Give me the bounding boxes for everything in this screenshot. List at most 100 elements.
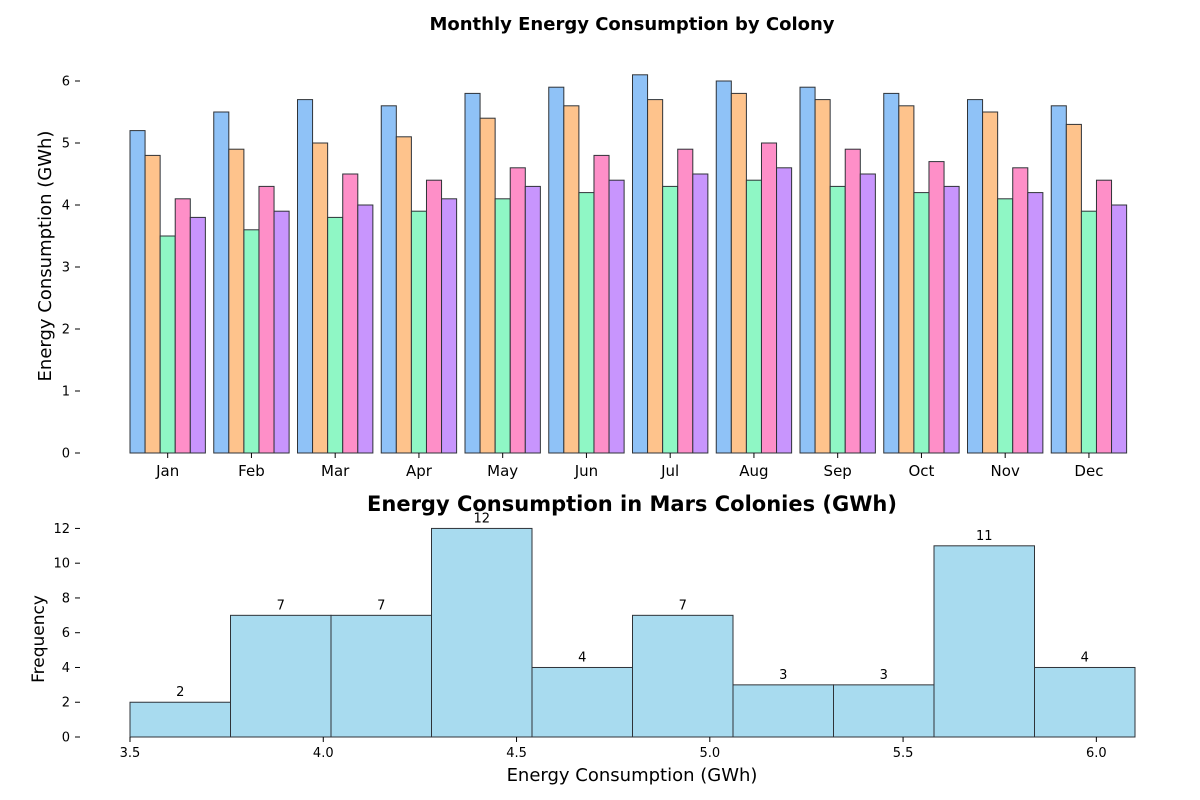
chart1-bar-aug-s3 bbox=[745, 179, 762, 454]
chart1-bar-jul-s2 bbox=[647, 99, 664, 454]
chart1-bar-dec-s5 bbox=[1111, 204, 1128, 454]
chart1-x-tick-label-jun: Jun bbox=[574, 462, 598, 480]
chart1-bar-feb-s3 bbox=[243, 229, 260, 454]
chart2-bars: 2 7 7 12 4 7 3 3 11 4 bbox=[129, 511, 1136, 738]
chart1-bar-sep-s3 bbox=[829, 185, 846, 454]
chart2-y-axis-label: Frequency bbox=[29, 595, 49, 683]
chart1-bar-jul-s1 bbox=[632, 74, 649, 454]
chart1-bar-may-s4 bbox=[509, 167, 526, 454]
chart2-bin-label-6: 7 bbox=[679, 598, 687, 613]
monthly-consumption-chart: Monthly Energy Consumption by Colony Ene… bbox=[35, 14, 1128, 480]
chart1-bar-dec-s1 bbox=[1050, 105, 1067, 454]
chart1-bar-jul-s3 bbox=[662, 185, 679, 454]
chart1-bar-apr-s1 bbox=[380, 105, 397, 454]
chart1-bar-mar-s1 bbox=[297, 99, 314, 454]
chart2-bin-9 bbox=[933, 545, 1035, 738]
chart1-bar-apr-s3 bbox=[410, 210, 427, 454]
chart1-x-tick-label-apr: Apr bbox=[406, 462, 433, 480]
chart2-y-tick-label: 0 bbox=[62, 731, 70, 746]
chart1-bar-jan-s3 bbox=[159, 235, 176, 454]
chart2-bin-5 bbox=[531, 666, 633, 738]
chart1-bar-oct-s3 bbox=[913, 192, 930, 454]
chart1-bar-aug-s1 bbox=[715, 80, 732, 454]
chart1-bar-sep-s2 bbox=[814, 99, 831, 454]
chart1-x-tick-label-nov: Nov bbox=[991, 462, 1020, 480]
chart1-x-tick-label-oct: Oct bbox=[908, 462, 934, 480]
chart2-x-tick-label: 4.5 bbox=[506, 746, 527, 761]
chart1-y-axis-label: Energy Consumption (GWh) bbox=[35, 131, 56, 382]
chart1-x-tick-label-dec: Dec bbox=[1074, 462, 1103, 480]
chart2-bin-label-5: 4 bbox=[578, 650, 586, 665]
chart2-bin-1 bbox=[129, 701, 231, 738]
histogram-chart: Energy Consumption in Mars Colonies (GWh… bbox=[29, 492, 1136, 786]
chart1-bar-jun-s3 bbox=[578, 192, 595, 454]
chart1-bar-nov-s4 bbox=[1012, 167, 1029, 454]
chart1-bar-oct-s2 bbox=[898, 105, 915, 454]
chart2-y-tick-label: 2 bbox=[62, 696, 70, 711]
chart1-bar-mar-s5 bbox=[357, 204, 374, 454]
chart2-x-tick-label: 5.5 bbox=[893, 746, 914, 761]
chart1-y-tick-label: 3 bbox=[62, 261, 70, 276]
chart1-bar-feb-s4 bbox=[258, 185, 275, 454]
chart1-bar-dec-s2 bbox=[1065, 123, 1082, 454]
chart2-bin-label-10: 4 bbox=[1081, 650, 1089, 665]
chart1-bar-jan-s4 bbox=[174, 198, 191, 454]
chart1-bar-nov-s2 bbox=[982, 111, 999, 454]
chart1-bar-dec-s4 bbox=[1095, 179, 1113, 454]
chart1-bar-mar-s4 bbox=[342, 173, 359, 454]
chart1-bar-aug-s5 bbox=[776, 167, 793, 454]
chart1-bar-nov-s1 bbox=[967, 99, 984, 454]
chart2-y-tick-label: 6 bbox=[62, 626, 70, 641]
chart2-y-tick-label: 12 bbox=[53, 522, 70, 537]
chart2-x-axis: 3.5 4.0 4.5 5.0 5.5 6.0 bbox=[120, 737, 1107, 761]
chart2-bin-label-7: 3 bbox=[779, 668, 787, 683]
chart1-bars bbox=[129, 74, 1128, 454]
chart2-x-tick-label: 6.0 bbox=[1086, 746, 1107, 761]
chart1-bar-jun-s1 bbox=[548, 86, 565, 454]
chart1-y-axis: 0 1 2 3 4 5 6 bbox=[62, 75, 80, 462]
chart1-bar-jun-s2 bbox=[563, 105, 580, 454]
chart1-bar-may-s3 bbox=[494, 198, 511, 454]
chart2-x-tick-label: 3.5 bbox=[120, 746, 141, 761]
chart1-y-tick-label: 4 bbox=[62, 199, 70, 214]
chart1-x-axis: Jan Feb Mar Apr May Jun Jul Aug Sep Oct Nov Dec bbox=[155, 453, 1103, 480]
chart1-x-tick-label-feb: Feb bbox=[238, 462, 265, 480]
chart1-bar-jan-s5 bbox=[189, 216, 206, 454]
chart1-y-tick-label: 1 bbox=[62, 385, 70, 400]
chart2-bin-8 bbox=[833, 684, 935, 738]
chart1-bar-mar-s3 bbox=[327, 216, 344, 454]
chart2-bin-label-2: 7 bbox=[277, 598, 285, 613]
chart2-bin-label-3: 7 bbox=[377, 598, 385, 613]
chart1-x-tick-label-may: May bbox=[487, 462, 518, 480]
chart1-bar-apr-s5 bbox=[441, 198, 458, 454]
chart2-x-axis-label: Energy Consumption (GWh) bbox=[507, 765, 758, 786]
chart1-y-tick-label: 6 bbox=[62, 75, 70, 90]
chart1-bar-may-s5 bbox=[524, 185, 541, 454]
chart2-bin-2 bbox=[230, 614, 332, 738]
chart2-bin-label-8: 3 bbox=[880, 668, 888, 683]
chart1-x-tick-label-sep: Sep bbox=[824, 462, 852, 480]
chart1-bar-sep-s5 bbox=[859, 173, 876, 454]
chart2-y-axis: 0 2 4 6 8 10 12 bbox=[53, 522, 80, 746]
chart1-x-tick-label-jan: Jan bbox=[155, 462, 179, 480]
chart1-bar-jun-s5 bbox=[608, 179, 625, 454]
chart1-bar-nov-s5 bbox=[1027, 192, 1044, 454]
chart1-bar-jul-s4 bbox=[677, 148, 694, 454]
chart1-x-tick-label-jul: Jul bbox=[660, 462, 679, 480]
chart1-bar-aug-s4 bbox=[760, 142, 778, 454]
chart2-bin-4 bbox=[431, 527, 533, 738]
chart1-bar-may-s1 bbox=[464, 92, 481, 454]
chart1-bar-oct-s4 bbox=[928, 161, 945, 454]
chart1-y-tick-label: 0 bbox=[62, 447, 70, 462]
chart1-bar-oct-s1 bbox=[883, 92, 900, 454]
chart2-bin-3 bbox=[330, 614, 432, 738]
chart1-bar-feb-s5 bbox=[273, 210, 290, 454]
chart2-title: Energy Consumption in Mars Colonies (GWh… bbox=[367, 492, 897, 516]
chart1-bar-mar-s2 bbox=[312, 142, 329, 454]
chart2-x-tick-label: 4.0 bbox=[313, 746, 334, 761]
chart1-x-tick-label-mar: Mar bbox=[321, 462, 350, 480]
chart2-y-tick-label: 4 bbox=[62, 661, 70, 676]
chart1-bar-sep-s1 bbox=[799, 86, 816, 454]
chart1-y-tick-label: 2 bbox=[62, 323, 70, 338]
